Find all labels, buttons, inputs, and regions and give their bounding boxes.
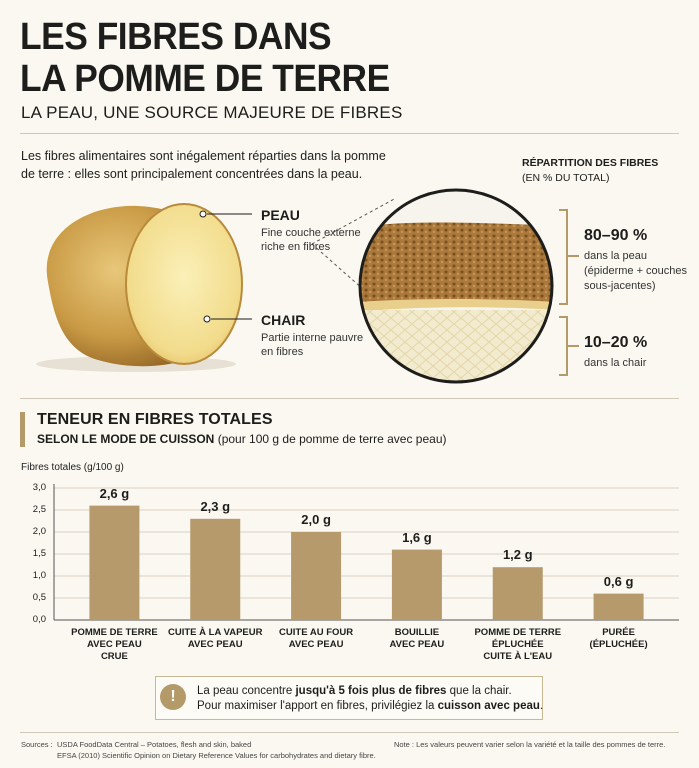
section-subtitle: SELON LE MODE DE CUISSON (pour 100 g de … [37,432,447,446]
bar-value-label: 2,3 g [200,498,231,514]
category-label-line: AVEC PEAU [389,639,445,650]
bar [291,532,342,620]
chair-desc: Partie interne pauvre en fibres [261,332,364,358]
category-label: CUITE À LA VAPEUR AVEC PEAU [167,627,263,651]
bar [89,505,140,620]
exclamation-icon: ! [160,684,186,710]
peau-title: PEAU [261,207,300,223]
callout-lines [207,197,397,320]
bar [190,518,241,620]
magnified-cross-section [358,188,554,384]
bar-value-label: 1,2 g [502,547,533,563]
y-axis-label: Fibres totales (g/100 g) [21,462,124,473]
category-label: BOUILLIE AVEC PEAU [369,627,465,651]
category-label-line: (ÉPLUCHÉE) [589,639,648,650]
note-line-2c: . [539,700,544,712]
page-title: LES FIBRES DANS LA POMME DE TERRE [20,16,390,100]
repartition-title-text: RÉPARTITION DES FIBRES [522,157,659,169]
note-line-2a: Pour maximiser l'apport en fibres, privi… [197,700,438,712]
category-label-line: CRUE [100,651,128,662]
peau-label: PEAU Fine couche externe riche en fibres [261,207,371,254]
y-tick-label: 1,0 [32,570,46,581]
repartition-subtitle: (EN % DU TOTAL) [522,172,610,184]
bar-value-label: 1,6 g [402,529,432,545]
peau-bracket-tick [567,255,579,257]
title-line-2: LA POMME DE TERRE [20,58,390,100]
peau-pct: 80–90 % [584,227,648,244]
potato-illustration [36,203,243,372]
category-label-line: ÉPLUCHÉE [491,639,544,650]
section-accent-bar [20,412,25,447]
category-label-line: CUITE AU FOUR [279,627,354,638]
category-label: POMME DE TERRE AVEC PEAU CRUE [66,627,162,663]
sources-label: Sources : [21,740,53,749]
bar-value-label: 2,0 g [301,512,331,527]
peau-pct-desc2: (épiderme + couches sous-jacentes) [584,265,688,292]
category-label-line: PURÉE [602,627,635,638]
category-label: CUITE AU FOUR AVEC PEAU [268,627,364,651]
chair-bracket-tick [567,345,579,347]
y-tick-label: 2,0 [32,526,46,537]
section-subtitle-bold: SELON LE MODE DE CUISSON [37,432,215,446]
category-label-line: AVEC PEAU [87,639,142,650]
note-line-2b: cuisson avec peau [437,700,540,712]
chair-pct: 10–20 % [584,334,648,351]
highlight-note-box [155,676,543,720]
sources-list: USDA FoodData Central – Potatoes, flesh … [57,739,377,761]
divider-middle [20,398,679,399]
y-tick-label: 0,5 [32,592,46,603]
peau-pct-desc: dans la peau [584,250,647,262]
category-label-line: CUITE À L'EAU [483,651,553,662]
note-line-1a: La peau concentre [197,685,296,697]
note-line-1: La peau concentre jusqu'à 5 fois plus de… [197,684,543,699]
source-2: EFSA (2010) Scientific Opinion on Dietar… [57,751,376,760]
note-line-1b: jusqu'à 5 fois plus de fibres [295,685,447,697]
y-tick-label: 1,5 [32,548,46,559]
chair-title: CHAIR [261,312,306,328]
title-line-1: LES FIBRES DANS [20,16,332,58]
bar-value-label: 2,6 g [99,485,130,501]
category-label-line: POMME DE TERRE [474,627,562,638]
y-tick-label: 3,0 [32,482,46,493]
chair-pct-desc: dans la chair [584,357,647,369]
category-label: POMME DE TERRE ÉPLUCHÉE CUITE À L'EAU [470,627,566,663]
source-1: USDA FoodData Central – Potatoes, flesh … [57,740,252,749]
y-tick-label: 2,5 [32,504,46,515]
y-tick-label: 0,0 [32,614,46,625]
highlight-note-text: La peau concentre jusqu'à 5 fois plus de… [197,684,543,714]
bar [391,549,442,620]
chair-label: CHAIR Partie interne pauvre en fibres [261,312,371,359]
bar [593,593,644,620]
intro-text: Les fibres alimentaires sont inégalement… [21,149,386,181]
category-label-line: POMME DE TERRE [71,627,158,638]
bar-value-label: 0,6 g [603,573,634,589]
section-title: TENEUR EN FIBRES TOTALES [37,411,273,428]
footer-note: Note : Les valeurs peuvent varier selon … [394,740,666,749]
chair-pct-block: 10–20 % dans la chair [584,334,689,371]
divider-top [20,133,679,134]
category-label: PURÉE (ÉPLUCHÉE) [571,627,667,651]
divider-bottom [20,732,679,733]
note-line-1c: que la chair. [446,685,512,697]
peau-desc: Fine couche externe riche en fibres [261,227,361,253]
section-subtitle-rest: (pour 100 g de pomme de terre avec peau) [214,432,447,446]
category-label-line: BOUILLIE [394,627,440,638]
bar [492,567,543,620]
peau-bracket [559,209,568,305]
category-label-line: AVEC PEAU [288,639,344,650]
peau-pct-block: 80–90 % dans la peau (épiderme + couches… [584,227,689,294]
category-label-line: AVEC PEAU [187,639,243,650]
page-subtitle: LA PEAU, UNE SOURCE MAJEURE DE FIBRES [21,103,403,122]
repartition-title: RÉPARTITION DES FIBRES (EN % DU TOTAL) [522,156,658,186]
category-label-line: CUITE À LA VAPEUR [168,627,263,638]
note-line-2: Pour maximiser l'apport en fibres, privi… [197,699,543,714]
